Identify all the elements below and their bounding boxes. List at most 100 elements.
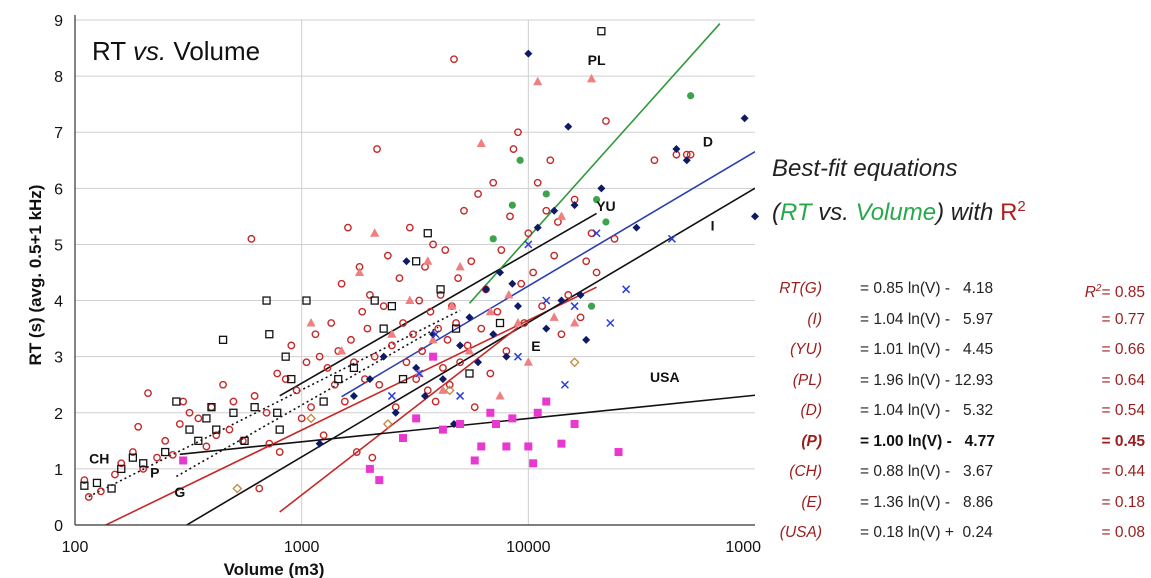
data-point: [207, 403, 216, 412]
data-point: [281, 352, 290, 361]
data-point: [319, 431, 328, 440]
data-point: [375, 380, 384, 389]
data-point: [281, 375, 290, 384]
equation-row: (PL) = 1.96 ln(V) - 12.93 = 0.64: [770, 366, 1145, 397]
data-point: [557, 330, 566, 339]
data-point: [139, 459, 148, 468]
data-point: [451, 324, 461, 333]
data-point: [307, 403, 315, 412]
data-point: [582, 257, 591, 266]
data-point: [672, 145, 681, 154]
data-point: [606, 318, 615, 328]
data-point: [395, 274, 404, 283]
data-point: [740, 114, 749, 123]
data-point: [349, 363, 359, 373]
data-point: [250, 403, 259, 412]
data-point: [399, 434, 408, 443]
data-point: [265, 439, 274, 448]
data-point: [370, 228, 380, 237]
data-point: [569, 357, 580, 368]
data-point: [336, 346, 347, 355]
r2-value: = 0.54: [1101, 402, 1145, 419]
data-point: [347, 335, 355, 344]
bestfit-rt: RT: [780, 199, 812, 226]
data-point: [327, 319, 336, 327]
data-point: [247, 234, 256, 243]
data-point: [275, 425, 284, 434]
fit-line-ch: [88, 309, 461, 498]
data-point: [495, 318, 505, 328]
r2-value: = 0.08: [1101, 524, 1145, 541]
equation-row: (D) = 1.04 ln(V) - 5.32 = 0.54: [770, 396, 1145, 427]
data-point: [212, 431, 221, 440]
r2-superscript: 2: [1095, 283, 1102, 294]
data-point: [489, 330, 498, 339]
data-point: [168, 450, 177, 459]
equation-row: (P) = 1.00 ln(V) - 4.77 = 0.45: [770, 427, 1145, 458]
data-point: [687, 92, 695, 100]
fit-line-d: [341, 150, 755, 398]
data-point: [516, 156, 524, 164]
data-point: [379, 324, 388, 333]
data-point: [175, 420, 184, 428]
data-point: [587, 302, 596, 310]
data-point: [497, 246, 506, 254]
r2-value: = 0.18: [1101, 493, 1145, 511]
data-point: [504, 289, 514, 299]
fit-line-pl: [468, 23, 721, 304]
data-point: [751, 212, 759, 221]
equation-formula: = 1.36 ln(V) - 8.86: [860, 493, 994, 511]
bestfit-r: R: [1000, 199, 1018, 226]
data-point: [379, 352, 388, 361]
data-point: [240, 436, 249, 445]
data-point: [429, 352, 438, 361]
data-point: [465, 313, 474, 322]
data-point: [550, 206, 559, 215]
data-point: [96, 487, 105, 496]
data-point: [423, 229, 432, 238]
data-point: [365, 375, 374, 384]
data-point: [489, 235, 497, 243]
data-point: [465, 369, 474, 378]
line-labels: PL D YU I E USA CH PG: [89, 52, 714, 500]
data-point: [423, 386, 432, 395]
r2-value: = 0.66: [1101, 341, 1145, 358]
bestfit-volume: Volume: [855, 199, 937, 226]
data-point: [391, 408, 400, 417]
data-point: [542, 190, 550, 198]
data-point: [508, 201, 516, 209]
line-label-e: E: [531, 338, 540, 354]
chart-title-post: Volume: [166, 36, 261, 66]
data-point: [429, 330, 438, 339]
data-point: [429, 240, 437, 249]
data-point: [452, 319, 460, 327]
data-point: [412, 414, 421, 423]
data-point: [128, 453, 138, 462]
equation-label: (CH): [789, 463, 822, 480]
data-point: [463, 341, 472, 350]
data-point: [379, 302, 388, 311]
data-point: [185, 425, 194, 434]
data-point: [441, 246, 450, 254]
fit-line-p: [175, 326, 439, 478]
data-point: [524, 49, 533, 58]
data-point: [570, 420, 579, 428]
data-point: [225, 425, 234, 434]
equation-formula: = 0.88 ln(V) - 3.67: [860, 463, 994, 480]
bestfit-line2: (RT vs. Volume) with R2: [772, 188, 1026, 232]
line-label-d: D: [703, 133, 713, 149]
data-point: [358, 307, 367, 316]
equation-r2: = 0.64: [1101, 366, 1145, 397]
data-point: [428, 334, 438, 344]
data-point: [576, 313, 585, 322]
y-tick-label: 7: [54, 125, 63, 142]
data-point: [538, 302, 546, 311]
data-point: [368, 453, 377, 462]
data-point: [366, 291, 374, 299]
equation-formula: = 1.01 ln(V) - 4.45: [860, 341, 994, 358]
data-point: [287, 341, 296, 350]
data-point: [194, 436, 203, 445]
data-point: [456, 358, 464, 367]
fit-line-yu: [279, 212, 597, 397]
data-point: [375, 476, 384, 485]
